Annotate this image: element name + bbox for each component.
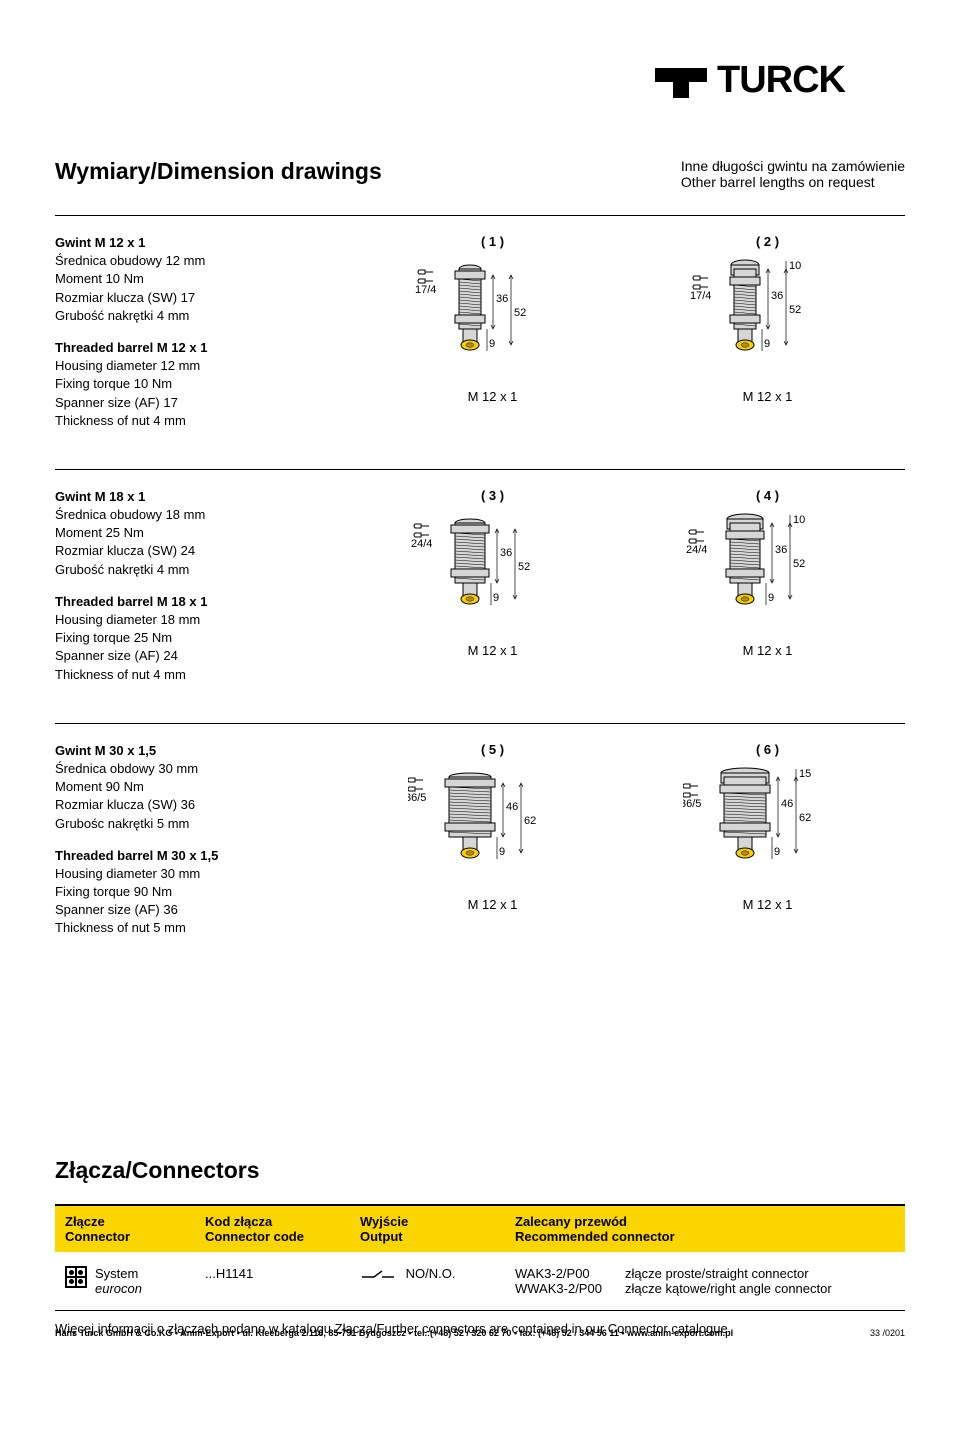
svg-text:9: 9 [774,846,780,858]
sensor-drawing: 46 62 9 36/5 [408,763,578,893]
no-contact-icon [360,1266,400,1281]
svg-text:52: 52 [793,558,805,570]
drawing-number: ( 2 ) [668,234,868,249]
svg-text:10: 10 [793,514,805,526]
svg-text:17/4: 17/4 [690,290,711,302]
svg-text:52: 52 [514,307,526,319]
eurocon-icon [65,1266,87,1288]
sensor-drawing: 36 52 9 10 24/4 [683,509,853,639]
logo-row: TURCK [55,50,905,98]
dimension-section: Gwint M 18 x 1 Średnica obudowy 18 mm Mo… [55,469,905,723]
svg-text:62: 62 [799,812,811,824]
sensor-drawing: 36 52 9 24/4 [408,509,578,639]
svg-text:9: 9 [768,592,774,604]
drawing-item: ( 6 ) 46 62 9 15 [668,742,868,952]
spec-title-en: Threaded barrel M 12 x 1 [55,339,355,357]
connector-label: M 12 x 1 [668,643,868,658]
svg-text:52: 52 [789,304,801,316]
spec-title-pl: Gwint M 30 x 1,5 [55,742,355,760]
svg-text:17/4: 17/4 [415,284,436,296]
table-header: ZłączeConnector Kod złączaConnector code… [55,1206,905,1252]
svg-text:62: 62 [524,815,536,827]
connectors-table: ZłączeConnector Kod złączaConnector code… [55,1204,905,1311]
page-title: Wymiary/Dimension drawings [55,158,382,185]
page-footer: Hans Turck GmbH & Co.KG • Anim-Export • … [55,1328,905,1338]
connector-label: M 12 x 1 [668,897,868,912]
dimension-section: Gwint M 30 x 1,5 Średnica obdowy 30 mm M… [55,723,905,977]
table-row: System eurocon ...H1141 NO/N.O. WAK3-2/P… [55,1252,905,1310]
svg-text:TURCK: TURCK [717,59,847,98]
svg-text:10: 10 [789,260,801,272]
svg-text:9: 9 [499,846,505,858]
drawing-item: ( 4 ) 36 52 9 10 [668,488,868,698]
drawing-item: ( 2 ) 36 52 9 10 [668,234,868,444]
svg-text:15: 15 [799,768,811,780]
spec-title-en: Threaded barrel M 30 x 1,5 [55,847,355,865]
drawing-number: ( 4 ) [668,488,868,503]
drawing-item: ( 5 ) 46 62 9 36/5 M 12 x [393,742,593,952]
sensor-drawing: 46 62 9 15 36/5 [683,763,853,893]
sensor-drawing: 36 52 9 10 17/4 [683,255,853,385]
connector-label: M 12 x 1 [393,897,593,912]
svg-text:9: 9 [489,338,495,350]
svg-text:36: 36 [775,544,787,556]
connector-label: M 12 x 1 [393,389,593,404]
svg-text:52: 52 [518,561,530,573]
header-note: Inne długości gwintu na zamówienie Other… [681,158,905,190]
connector-label: M 12 x 1 [668,389,868,404]
svg-text:36: 36 [496,293,508,305]
turck-logo: TURCK [655,50,905,98]
spec-title-pl: Gwint M 12 x 1 [55,234,355,252]
sensor-drawing: 36 52 9 17/4 [408,255,578,385]
svg-text:9: 9 [764,338,770,350]
svg-text:36: 36 [500,547,512,559]
svg-text:36/5: 36/5 [408,792,426,804]
svg-text:46: 46 [781,798,793,810]
connector-label: M 12 x 1 [393,643,593,658]
drawing-number: ( 6 ) [668,742,868,757]
svg-text:24/4: 24/4 [411,538,432,550]
spec-title-pl: Gwint M 18 x 1 [55,488,355,506]
drawing-number: ( 5 ) [393,742,593,757]
connectors-title: Złącza/Connectors [55,1157,905,1184]
svg-text:36: 36 [771,290,783,302]
svg-text:46: 46 [506,801,518,813]
drawing-number: ( 1 ) [393,234,593,249]
svg-text:36/5: 36/5 [683,798,701,810]
spec-title-en: Threaded barrel M 18 x 1 [55,593,355,611]
drawing-number: ( 3 ) [393,488,593,503]
drawing-item: ( 3 ) 36 52 9 24/4 M 12 x [393,488,593,698]
dimension-section: Gwint M 12 x 1 Średnica obudowy 12 mm Mo… [55,215,905,469]
svg-text:24/4: 24/4 [686,544,707,556]
svg-text:9: 9 [493,592,499,604]
drawing-item: ( 1 ) 36 52 9 17/4 M 12 x [393,234,593,444]
